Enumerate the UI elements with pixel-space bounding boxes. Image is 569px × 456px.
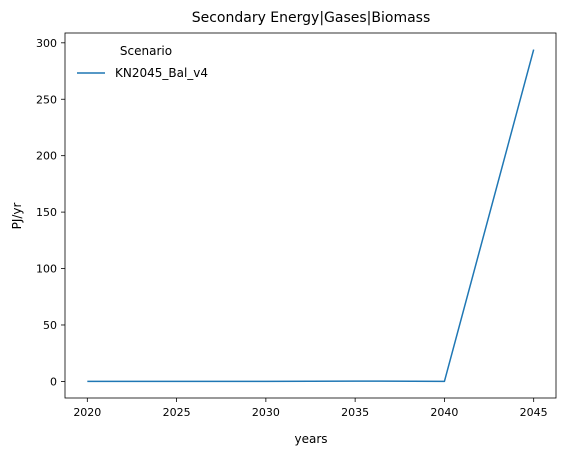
x-tick-label-2030: 2030 <box>252 406 280 419</box>
y-tick-label-150: 150 <box>36 206 57 219</box>
y-tick-label-200: 200 <box>36 150 57 163</box>
series-layer <box>87 49 535 383</box>
y-axis-label: PJ/yr <box>10 203 24 230</box>
chart-title: Secondary Energy|Gases|Biomass <box>192 10 431 26</box>
plot-area <box>64 32 557 399</box>
x-tick-label-2045: 2045 <box>520 406 548 419</box>
series-line-kn2045-bal-v4 <box>87 49 535 383</box>
y-tick-label-300: 300 <box>36 37 57 50</box>
x-axis: 2020 2025 2030 2035 2040 2045 <box>73 398 548 419</box>
legend: Scenario KN2045_Bal_v4 <box>77 44 208 80</box>
y-tick-label-250: 250 <box>36 93 57 106</box>
plot-frame <box>64 32 557 399</box>
y-tick-label-0: 0 <box>50 375 57 388</box>
x-tick-label-2040: 2040 <box>430 406 458 419</box>
legend-title: Scenario <box>120 44 172 58</box>
x-tick-label-2020: 2020 <box>73 406 101 419</box>
y-axis: 0 50 100 150 200 250 300 <box>36 37 65 388</box>
x-tick-label-2025: 2025 <box>163 406 191 419</box>
y-tick-label-100: 100 <box>36 263 57 276</box>
x-axis-label: years <box>294 432 327 446</box>
legend-label-kn2045-bal-v4: KN2045_Bal_v4 <box>115 66 208 80</box>
x-tick-label-2035: 2035 <box>341 406 369 419</box>
y-tick-label-50: 50 <box>43 319 57 332</box>
